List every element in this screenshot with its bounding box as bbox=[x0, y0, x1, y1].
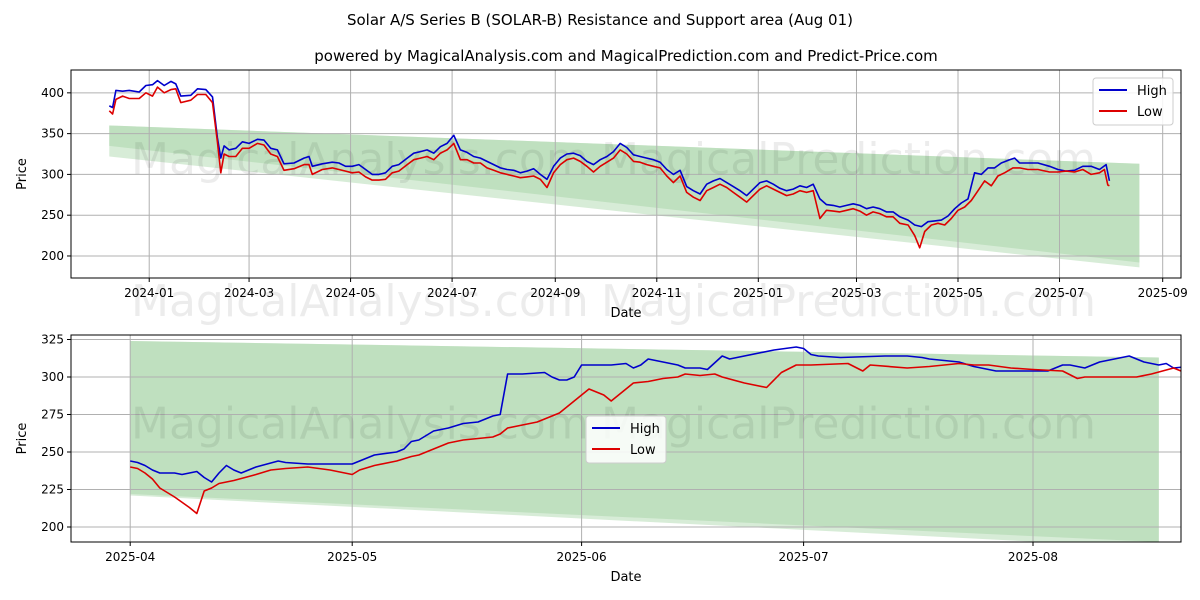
y-tick-label: 250 bbox=[41, 445, 64, 459]
legend-label-high: High bbox=[630, 422, 660, 437]
y-tick-label: 300 bbox=[41, 370, 64, 384]
x-tick-label: 2025-05 bbox=[933, 286, 983, 300]
legend-label-low: Low bbox=[1137, 105, 1163, 120]
y-axis-label: Price bbox=[15, 423, 30, 455]
series-line-low bbox=[108, 86, 1110, 249]
x-tick-label: 2025-06 bbox=[557, 550, 607, 564]
y-tick-label: 350 bbox=[41, 127, 64, 141]
watermark-text: MagicalAnalysis.com bbox=[131, 399, 589, 450]
x-tick-label: 2024-05 bbox=[326, 286, 376, 300]
x-tick-label: 2025-01 bbox=[733, 286, 783, 300]
y-tick-label: 400 bbox=[41, 86, 64, 100]
x-tick-label: 2024-07 bbox=[427, 286, 477, 300]
series-line-high bbox=[108, 79, 1111, 228]
x-tick-label: 2024-09 bbox=[530, 286, 580, 300]
x-tick-label: 2025-07 bbox=[1034, 286, 1084, 300]
x-axis-label: Date bbox=[610, 306, 641, 321]
legend: High Low bbox=[1092, 77, 1174, 126]
bottom-panel: MagicalAnalysis.com MagicalPrediction.com… bbox=[15, 333, 1182, 585]
series-line-high bbox=[130, 346, 1181, 483]
legend-label-low: Low bbox=[630, 443, 656, 458]
y-tick-label: 200 bbox=[41, 520, 64, 534]
legend: High Low bbox=[585, 415, 667, 464]
x-tick-label: 2025-03 bbox=[831, 286, 881, 300]
x-tick-label: 2025-05 bbox=[327, 550, 377, 564]
y-tick-label: 325 bbox=[41, 333, 64, 347]
y-tick-label: 225 bbox=[41, 483, 64, 497]
axes-frame bbox=[70, 334, 1182, 543]
y-tick-label: 200 bbox=[41, 249, 64, 263]
x-tick-label: 2025-08 bbox=[1008, 550, 1058, 564]
x-tick-label: 2025-07 bbox=[779, 550, 829, 564]
x-tick-label: 2025-04 bbox=[105, 550, 155, 564]
watermark-text: MagicalPrediction.com bbox=[601, 276, 1096, 327]
chart-title: Solar A/S Series B (SOLAR-B) Resistance … bbox=[347, 11, 853, 29]
support-band-inner bbox=[109, 125, 1140, 263]
y-tick-label: 250 bbox=[41, 208, 64, 222]
y-axis-label: Price bbox=[15, 158, 30, 190]
chart-subtitle: powered by MagicalAnalysis.com and Magic… bbox=[314, 47, 938, 65]
x-tick-label: 2024-01 bbox=[124, 286, 174, 300]
top-panel: MagicalAnalysis.com MagicalPrediction.com… bbox=[15, 69, 1188, 327]
x-axis-label: Date bbox=[610, 570, 641, 585]
watermark-text: MagicalPrediction.com bbox=[601, 134, 1096, 185]
series-line-low bbox=[130, 362, 1181, 515]
legend-label-high: High bbox=[1137, 84, 1167, 99]
x-tick-label: 2024-03 bbox=[224, 286, 274, 300]
y-tick-label: 275 bbox=[41, 408, 64, 422]
y-tick-label: 300 bbox=[41, 167, 64, 181]
x-tick-label: 2025-09 bbox=[1138, 286, 1188, 300]
watermark-text: MagicalPrediction.com bbox=[601, 399, 1096, 450]
x-tick-label: 2024-11 bbox=[632, 286, 682, 300]
watermark-text: MagicalAnalysis.com bbox=[131, 276, 589, 327]
